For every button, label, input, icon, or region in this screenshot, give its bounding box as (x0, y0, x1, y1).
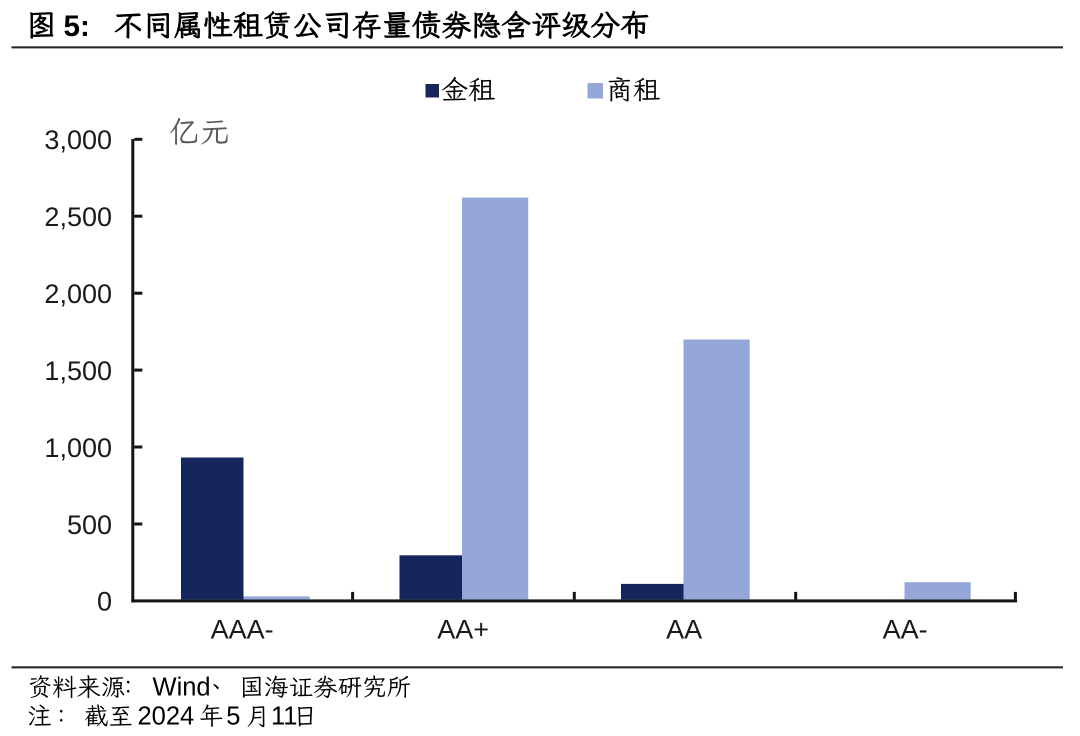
svg-text:Wind: Wind (153, 674, 211, 702)
svg-text:AA-: AA- (883, 615, 928, 645)
svg-text:AA: AA (666, 615, 702, 645)
svg-text:1,500: 1,500 (44, 356, 112, 386)
svg-text:3,000: 3,000 (44, 125, 112, 155)
svg-text:AAA-: AAA- (211, 615, 274, 645)
svg-text:5:: 5: (64, 10, 90, 43)
svg-text:2,000: 2,000 (44, 279, 112, 309)
svg-text:5: 5 (226, 703, 240, 731)
svg-text:11: 11 (271, 703, 297, 731)
svg-text:2,500: 2,500 (44, 202, 112, 232)
svg-text:0: 0 (97, 587, 112, 617)
svg-text:1,000: 1,000 (44, 433, 112, 463)
svg-text:2024: 2024 (138, 703, 195, 731)
svg-text:500: 500 (67, 510, 112, 540)
svg-text:AA+: AA+ (437, 615, 489, 645)
